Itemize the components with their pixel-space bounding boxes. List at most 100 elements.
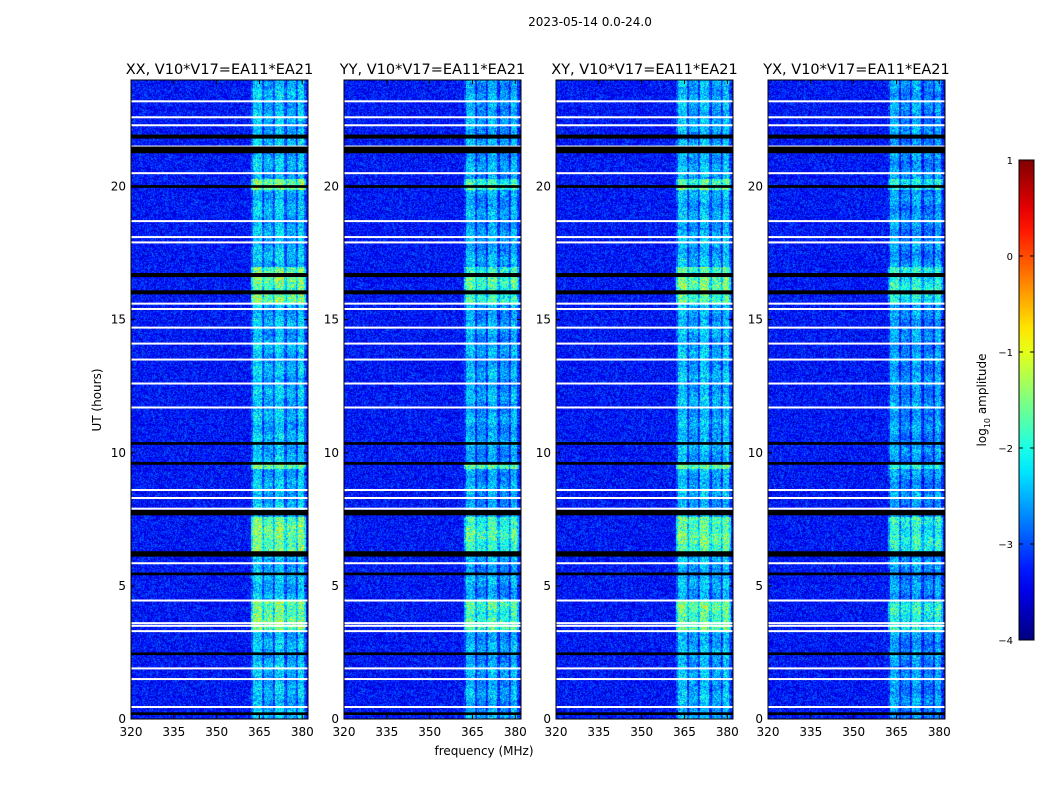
flagged-row: [556, 302, 733, 305]
flagged-row: [131, 507, 308, 510]
flagged-row: [768, 124, 945, 127]
flagged-row: [768, 100, 945, 103]
y-tick-label: 10: [536, 446, 551, 460]
flagged-row: [556, 678, 733, 681]
y-tick-label: 10: [748, 446, 763, 460]
colorbar-tick-label: −3: [998, 540, 1013, 551]
gap-row: [768, 551, 945, 557]
flagged-row: [556, 706, 733, 709]
flagged-row: [131, 220, 308, 223]
gap-row: [768, 273, 945, 278]
flagged-row: [344, 307, 521, 310]
gap-row: [556, 551, 733, 557]
y-tick-label: 20: [111, 180, 126, 194]
x-tick-label: 335: [587, 725, 610, 739]
gap-row: [556, 146, 733, 154]
gap-row: [131, 442, 308, 445]
gap-row: [556, 652, 733, 656]
gap-row: [556, 712, 733, 716]
gap-row: [344, 572, 521, 576]
axes-frame: [130, 79, 309, 720]
axes-frame: [767, 79, 946, 720]
flagged-row: [768, 406, 945, 409]
x-tick-label: 380: [504, 725, 527, 739]
flagged-row: [556, 124, 733, 127]
flagged-row: [131, 326, 308, 329]
y-tick-label: 15: [324, 313, 339, 327]
flagged-row: [131, 599, 308, 602]
flagged-row: [556, 342, 733, 345]
y-tick-label: 15: [111, 313, 126, 327]
flagged-row: [344, 241, 521, 244]
flagged-row: [131, 116, 308, 119]
gap-row: [556, 572, 733, 576]
colorbar-label-rest: amplitude: [975, 354, 989, 418]
flagged-row: [768, 302, 945, 305]
x-tick-label: 365: [885, 725, 908, 739]
flagged-row: [131, 489, 308, 492]
flagged-row: [556, 220, 733, 223]
flagged-row: [768, 116, 945, 119]
gap-row: [344, 652, 521, 656]
y-tick-label: 20: [324, 180, 339, 194]
y-tick-label: 0: [543, 712, 551, 726]
flagged-row: [768, 489, 945, 492]
x-tick-label: 320: [120, 725, 143, 739]
flagged-row: [768, 241, 945, 244]
flagged-row: [131, 124, 308, 127]
flagged-row: [344, 507, 521, 510]
flagged-row: [344, 358, 521, 361]
gap-row: [768, 185, 945, 188]
flagged-row: [131, 667, 308, 670]
flagged-row: [768, 622, 945, 625]
flagged-row: [344, 116, 521, 119]
flagged-row: [768, 358, 945, 361]
gap-row: [556, 273, 733, 278]
flagged-row: [344, 406, 521, 409]
x-tick-label: 380: [291, 725, 314, 739]
x-tick-label: 320: [545, 725, 568, 739]
gap-row: [344, 462, 521, 465]
gap-row: [131, 273, 308, 278]
panel-title: YY, V10*V17=EA11*EA21: [339, 62, 525, 78]
flagged-row: [344, 326, 521, 329]
flagged-row: [344, 100, 521, 103]
flagged-row: [344, 382, 521, 385]
gap-row: [768, 146, 945, 154]
panel-title: XX, V10*V17=EA11*EA21: [126, 62, 314, 78]
x-tick-label: 350: [842, 725, 865, 739]
axes-frame: [343, 79, 522, 720]
flagged-row: [768, 667, 945, 670]
panel-xy: XY, V10*V17=EA11*EA21 320 335 350 365 380 0 5 10…: [536, 62, 739, 739]
gap-row: [131, 572, 308, 576]
flagged-row: [131, 622, 308, 625]
panels-group: XX, V10*V17=EA11*EA21 320 335 350 365 380 0 5 10…: [111, 62, 951, 739]
y-tick-label: 0: [118, 712, 126, 726]
flagged-row: [768, 630, 945, 633]
flagged-row: [768, 706, 945, 709]
x-tick-label: 380: [716, 725, 739, 739]
gap-row: [768, 442, 945, 445]
colorbar-gradient: [1018, 159, 1035, 641]
flagged-row: [344, 497, 521, 500]
flagged-row: [344, 706, 521, 709]
gap-row: [556, 185, 733, 188]
gap-row: [131, 652, 308, 656]
flagged-row: [131, 236, 308, 239]
flagged-row: [556, 507, 733, 510]
x-tick-label: 365: [673, 725, 696, 739]
y-tick-label: 5: [331, 579, 339, 593]
y-tick-label: 10: [324, 446, 339, 460]
gap-row: [556, 442, 733, 445]
flagged-row: [768, 307, 945, 310]
flagged-row: [768, 562, 945, 565]
flagged-row: [556, 358, 733, 361]
y-tick-label: 20: [536, 180, 551, 194]
gap-row: [344, 146, 521, 154]
gap-row: [556, 509, 733, 516]
y-tick-label: 15: [748, 313, 763, 327]
gap-row: [344, 273, 521, 278]
gap-row: [344, 134, 521, 139]
flagged-row: [556, 116, 733, 119]
